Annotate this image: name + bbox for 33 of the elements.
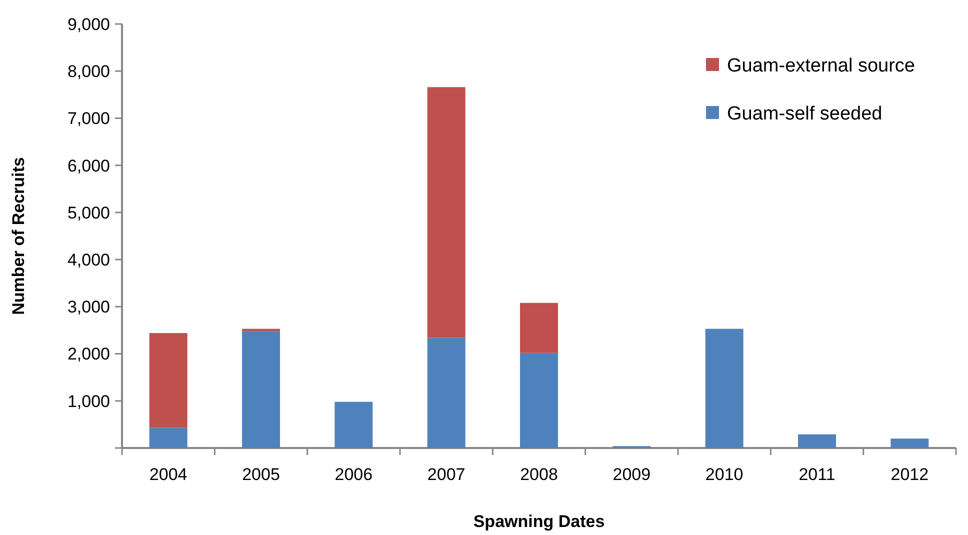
bar <box>890 438 929 448</box>
legend-label: Guam-self seeded <box>727 104 882 125</box>
x-tick-label: 2011 <box>798 465 836 484</box>
bar <box>334 402 373 448</box>
legend-label: Guam-external source <box>727 56 915 77</box>
bar <box>427 87 466 338</box>
y-tick-label: 2,000 <box>67 344 110 364</box>
x-tick-label: 2008 <box>520 465 558 484</box>
bar <box>149 333 188 428</box>
bar <box>705 328 744 448</box>
y-tick-label: 4,000 <box>67 250 110 270</box>
y-tick-label: 5,000 <box>67 203 110 222</box>
y-tick-label: 8,000 <box>67 62 110 82</box>
y-tick-label: 1,000 <box>67 392 110 411</box>
bar <box>149 428 188 448</box>
y-tick-label: 3,000 <box>67 298 110 317</box>
x-tick-label: 2009 <box>612 465 651 484</box>
y-axis-title: Number of Recruits <box>9 157 28 315</box>
x-tick-label: 2012 <box>890 465 929 484</box>
y-tick-label: 7,000 <box>67 109 110 128</box>
bar <box>242 331 280 448</box>
bar <box>520 352 558 448</box>
bar <box>798 434 836 448</box>
y-tick-label: 6,000 <box>67 156 110 176</box>
y-tick-label: 9,000 <box>67 14 110 34</box>
x-tick-label: 2005 <box>242 465 280 484</box>
x-tick-label: 2006 <box>334 465 373 484</box>
x-axis-title: Spawning Dates <box>473 512 605 531</box>
x-tick-label: 2010 <box>705 465 744 484</box>
x-tick-label: 2007 <box>427 465 466 484</box>
x-tick-label: 2004 <box>149 465 188 484</box>
bar <box>520 302 558 353</box>
bar <box>427 338 466 448</box>
